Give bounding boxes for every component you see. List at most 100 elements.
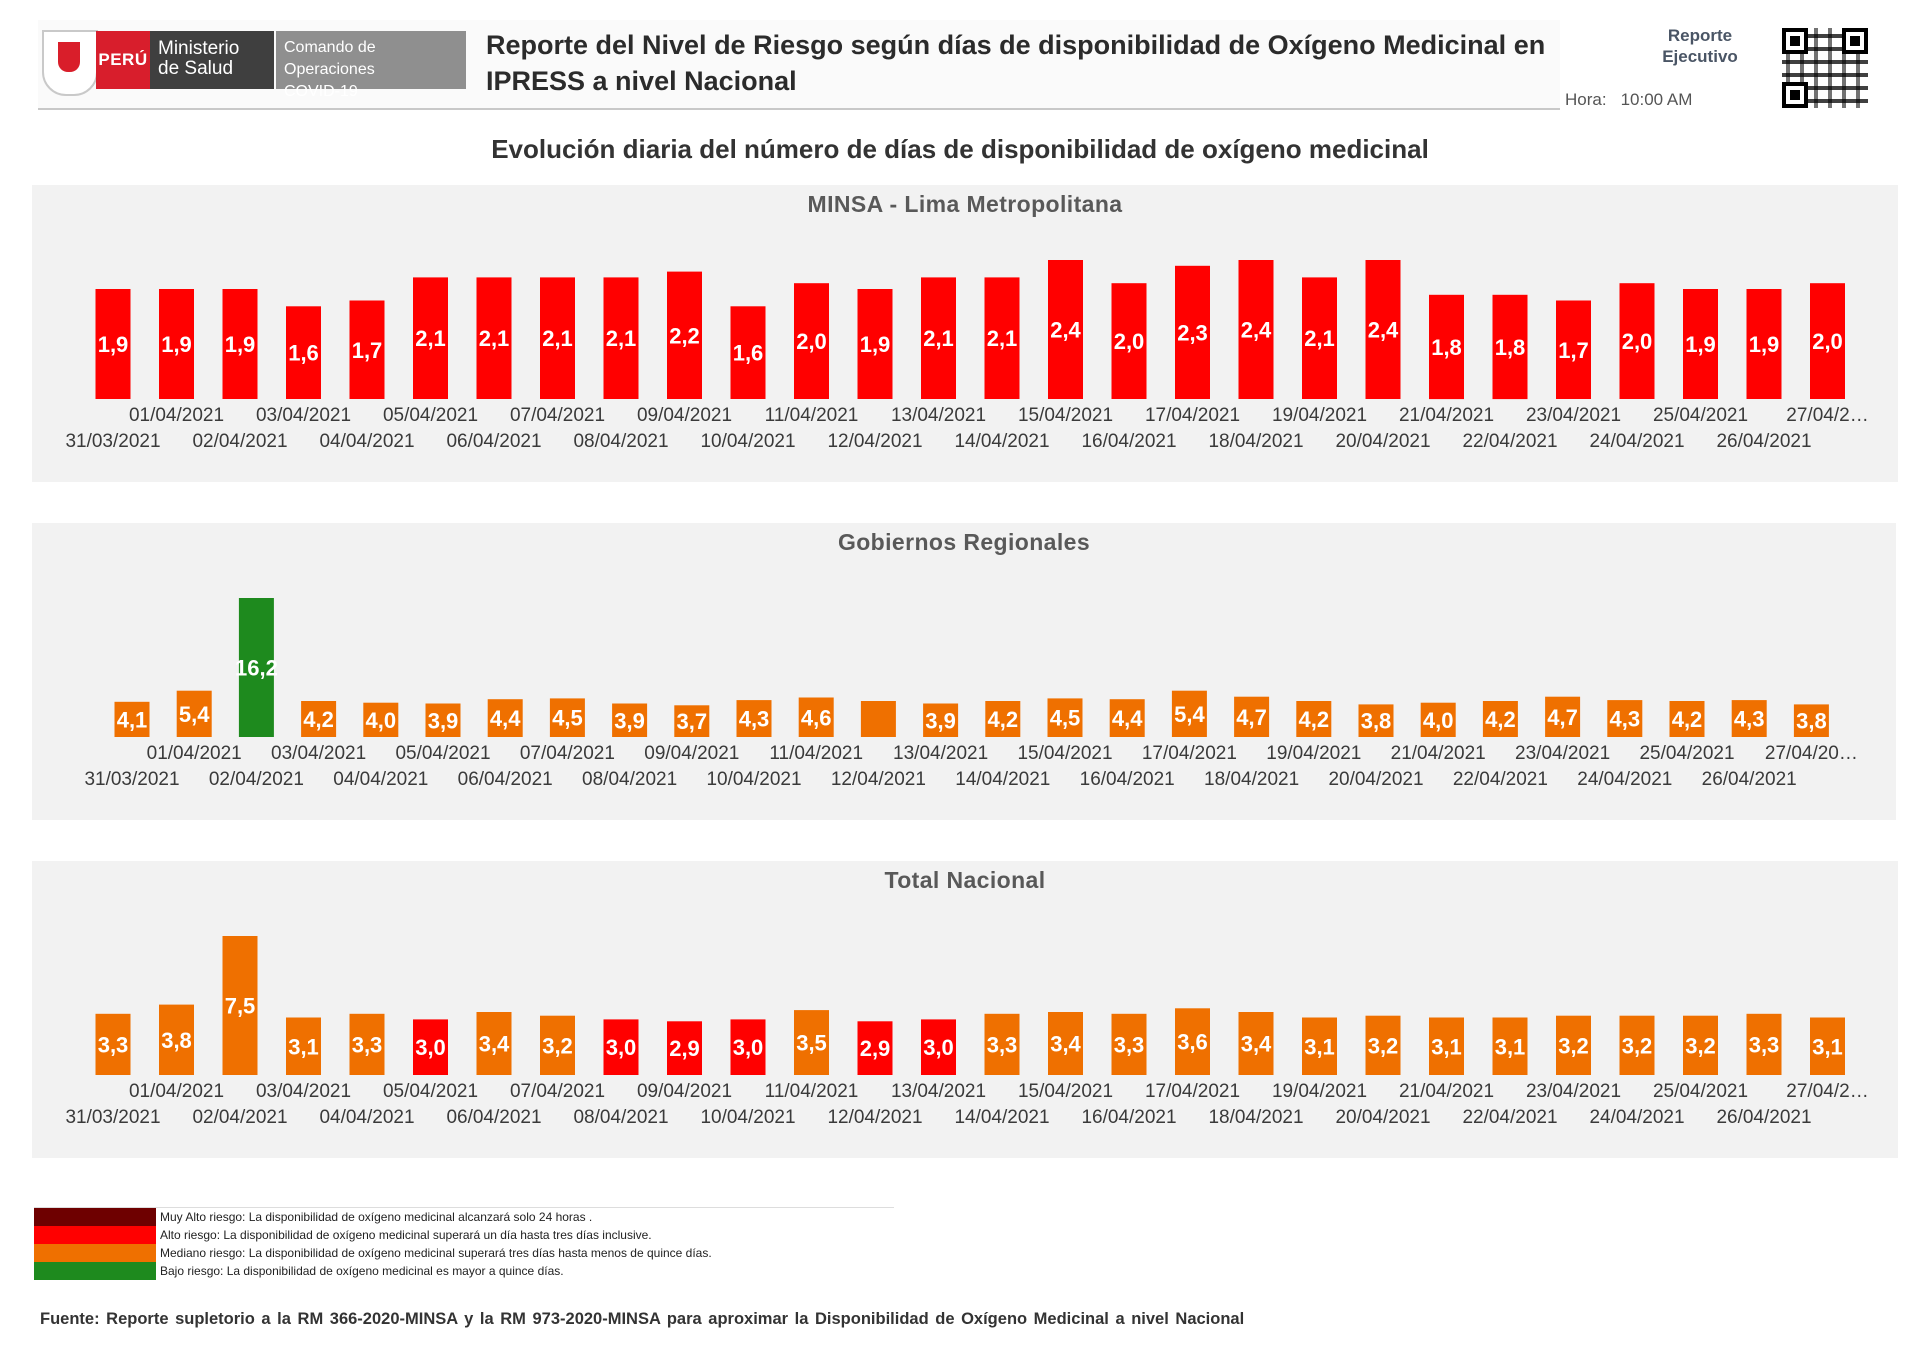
x-tick-label: 17/04/2021 xyxy=(1145,1081,1240,1102)
bar-14/04/2021 xyxy=(984,277,1020,399)
executive-label-line2: Ejecutivo xyxy=(1662,47,1738,66)
bar-22/04/2021 xyxy=(1482,701,1518,737)
x-tick-label: 25/04/2021 xyxy=(1653,405,1748,426)
x-tick-label: 11/04/2021 xyxy=(765,405,859,426)
data-label: 7,5 xyxy=(225,994,256,1019)
data-label: 4,0 xyxy=(366,708,397,733)
data-label: 2,0 xyxy=(1114,329,1145,354)
x-tick-label: 23/04/2021 xyxy=(1515,743,1610,764)
x-tick-label: 15/04/2021 xyxy=(1018,1081,1113,1102)
x-tick-label: 17/04/2021 xyxy=(1145,405,1240,426)
bar-15/04/2021 xyxy=(1048,260,1083,399)
data-label: 4,2 xyxy=(303,707,334,732)
x-tick-label: 12/04/2021 xyxy=(827,431,922,452)
x-tick-label: 03/04/2021 xyxy=(271,743,366,764)
x-tick-label: 08/04/2021 xyxy=(573,431,668,452)
bar-10/04/2021 xyxy=(736,700,772,737)
data-label: 2,9 xyxy=(669,1036,700,1061)
data-label: 4,6 xyxy=(801,705,832,730)
x-tick-label: 17/04/2021 xyxy=(1142,743,1237,764)
bar-17/04/2021 xyxy=(1171,690,1207,737)
data-label: 5,4 xyxy=(179,702,210,727)
data-label: 16,2 xyxy=(235,656,278,681)
x-tick-label: 19/04/2021 xyxy=(1272,1081,1367,1102)
x-tick-label: 07/04/2021 xyxy=(510,405,605,426)
x-tick-label: 22/04/2021 xyxy=(1453,769,1548,790)
x-tick-label: 14/04/2021 xyxy=(954,1107,1049,1128)
bar-06/04/2021 xyxy=(476,277,512,399)
x-tick-label: 21/04/2021 xyxy=(1399,405,1494,426)
bar-12/04/2021 xyxy=(857,289,893,399)
data-label: 4,0 xyxy=(1423,708,1454,733)
x-tick-label: 06/04/2021 xyxy=(458,769,553,790)
legend-item-very-high: Muy Alto riesgo: La disponibilidad de ox… xyxy=(34,1208,712,1226)
x-tick-label: 24/04/2021 xyxy=(1577,769,1672,790)
hour-value: 10:00 AM xyxy=(1620,90,1693,109)
data-label: 1,7 xyxy=(1558,338,1589,363)
x-tick-label: 26/04/2021 xyxy=(1716,1107,1811,1128)
legend-swatch xyxy=(34,1262,156,1280)
bar-01/04/2021 xyxy=(159,1004,194,1075)
bar-14/04/2021 xyxy=(985,701,1021,737)
x-tick-label: 25/04/2021 xyxy=(1639,743,1734,764)
x-tick-label: 10/04/2021 xyxy=(706,769,801,790)
x-tick-label: 25/04/2021 xyxy=(1653,1081,1748,1102)
data-label: 1,9 xyxy=(225,332,256,357)
bar-23/04/2021 xyxy=(1556,300,1591,399)
data-label: 3,7 xyxy=(677,709,708,734)
x-tick-label: 19/04/2021 xyxy=(1272,405,1367,426)
report-title-line1: Reporte del Nivel de Riesgo según días d… xyxy=(486,30,1546,60)
data-label: 4,5 xyxy=(1050,706,1081,731)
data-label: 4,2 xyxy=(1485,707,1516,732)
data-label: 3,1 xyxy=(1812,1034,1843,1059)
bar-19/04/2021 xyxy=(1302,277,1337,399)
x-tick-label: 31/03/2021 xyxy=(65,1107,160,1128)
bar-17/04/2021 xyxy=(1175,265,1210,399)
bar-26/04/2021 xyxy=(1731,700,1767,737)
x-tick-label: 24/04/2021 xyxy=(1589,431,1684,452)
bar-03/04/2021 xyxy=(286,1017,321,1075)
data-label: 2,1 xyxy=(479,326,510,351)
data-label: 4,2 xyxy=(1672,707,1703,732)
bar-16/04/2021 xyxy=(1111,1013,1147,1075)
x-tick-label: 09/04/2021 xyxy=(644,743,739,764)
x-tick-label: 20/04/2021 xyxy=(1335,431,1430,452)
x-tick-label: 09/04/2021 xyxy=(637,405,732,426)
data-label: 3,6 xyxy=(1177,1030,1208,1055)
logo-command-line1: Comando de Operaciones xyxy=(284,39,376,78)
bar-16/04/2021 xyxy=(1109,699,1145,737)
bar-05/04/2021 xyxy=(413,1019,448,1075)
x-tick-label: 02/04/2021 xyxy=(192,1107,287,1128)
data-label: 3,3 xyxy=(987,1032,1018,1057)
x-tick-label: 27/04/2… xyxy=(1786,1081,1868,1102)
bar-01/04/2021 xyxy=(159,289,194,399)
x-tick-label: 27/04/2… xyxy=(1786,405,1868,426)
bar-10/04/2021 xyxy=(730,306,766,399)
bar-13/04/2021 xyxy=(921,277,956,399)
bar-13/04/2021 xyxy=(923,703,959,737)
legend-text: Mediano riesgo: La disponibilidad de oxí… xyxy=(160,1246,712,1260)
bar-12/04/2021 xyxy=(860,701,896,737)
report-time: Hora: 10:00 AM xyxy=(1565,90,1692,110)
bar-20/04/2021 xyxy=(1365,260,1401,399)
data-label: 3,3 xyxy=(1749,1032,1780,1057)
x-tick-label: 05/04/2021 xyxy=(383,405,478,426)
x-tick-label: 07/04/2021 xyxy=(510,1081,605,1102)
chart-title: Gobiernos Regionales xyxy=(837,529,1091,555)
x-tick-label: 21/04/2021 xyxy=(1399,1081,1494,1102)
data-label: 1,8 xyxy=(1495,335,1526,360)
bar-07/04/2021 xyxy=(540,277,575,399)
bar-25/04/2021 xyxy=(1683,1015,1718,1075)
bar-24/04/2021 xyxy=(1619,1015,1655,1075)
data-label: 3,0 xyxy=(733,1035,764,1060)
qr-code-icon[interactable] xyxy=(1782,28,1868,108)
bar-09/04/2021 xyxy=(667,271,702,399)
data-label: 3,2 xyxy=(1622,1033,1653,1058)
data-label: 2,9 xyxy=(860,1036,891,1061)
bar-02/04/2021 xyxy=(222,289,258,399)
report-title-line2: IPRESS a nivel Nacional xyxy=(486,66,797,96)
bar-08/04/2021 xyxy=(603,277,639,399)
chart-regional: 4,1 31/03/2021 5,4 01/04/2021 16,2 02/04/2021… xyxy=(84,598,1858,790)
data-label: 2,0 xyxy=(1622,329,1653,354)
data-label: 3,2 xyxy=(1685,1033,1716,1058)
